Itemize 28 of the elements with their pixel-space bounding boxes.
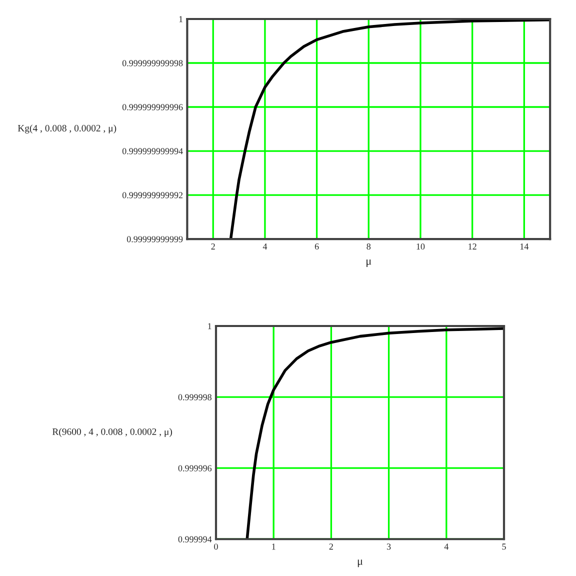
y-axis-title: R(9600 , 4 , 0.008 , 0.0002 , μ) bbox=[52, 428, 172, 437]
y-tick-label: 1 bbox=[208, 323, 212, 330]
x-axis-title: μ bbox=[358, 560, 363, 568]
y-tick-label: 0.99999999999 bbox=[126, 236, 183, 242]
x-tick-label: 6 bbox=[314, 243, 319, 250]
x-tick-label: 14 bbox=[520, 244, 529, 250]
y-tick-label: 0.999994 bbox=[178, 536, 212, 542]
y-tick-label: 0.999999999998 bbox=[122, 60, 183, 66]
y-tick-label: 0.999999999992 bbox=[122, 192, 183, 198]
x-tick-label: 2 bbox=[211, 243, 215, 250]
y-tick-label: 0.999996 bbox=[178, 465, 212, 472]
x-axis-title: μ bbox=[366, 260, 372, 268]
x-tick-label: 1 bbox=[272, 544, 276, 550]
x-tick-label: 10 bbox=[416, 243, 425, 250]
y-axis-title: Kg(4 , 0.008 , 0.0002 , μ) bbox=[18, 124, 116, 134]
x-tick-label: 2 bbox=[329, 544, 333, 550]
x-tick-label: 4 bbox=[262, 244, 268, 250]
x-tick-label: 4 bbox=[444, 544, 449, 550]
x-tick-label: 8 bbox=[366, 243, 371, 250]
line-series bbox=[246, 327, 504, 540]
y-tick-label: 0.999998 bbox=[178, 394, 212, 400]
x-tick-label: 0 bbox=[214, 544, 218, 550]
x-tick-label: 12 bbox=[468, 243, 476, 250]
x-tick-label: 5 bbox=[502, 544, 506, 550]
y-tick-label: 0.999999999996 bbox=[122, 104, 183, 110]
y-tick-label: 1 bbox=[179, 16, 182, 22]
x-tick-label: 3 bbox=[386, 544, 391, 550]
y-tick-label: 0.999999999994 bbox=[122, 148, 183, 154]
